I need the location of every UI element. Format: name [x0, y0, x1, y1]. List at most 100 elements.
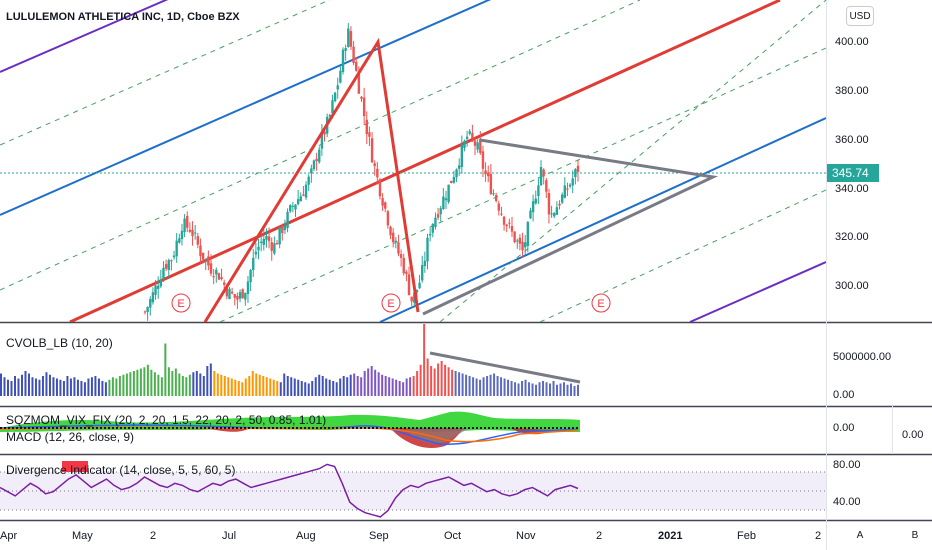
candle-body: [460, 144, 464, 167]
momentum-pane: [0, 411, 580, 448]
price-tick-label: 320.00: [835, 231, 869, 243]
candle-body: [333, 92, 337, 102]
candle-body: [397, 242, 400, 254]
candle-body: [349, 31, 353, 47]
candle: [484, 162, 487, 182]
candle: [378, 178, 382, 200]
candle: [399, 249, 403, 267]
candle-body: [391, 232, 395, 243]
volume-bar: [465, 374, 468, 396]
time-tick-label: Nov: [516, 530, 536, 542]
volume-bar: [419, 364, 422, 396]
candle: [410, 296, 413, 306]
candle: [442, 188, 445, 210]
volume-bar: [262, 376, 265, 396]
earnings-marker[interactable]: E: [381, 293, 401, 313]
volume-bar: [468, 376, 471, 396]
candle-body: [560, 194, 564, 203]
volume-bar: [76, 379, 79, 396]
candle-body: [341, 49, 345, 72]
volume-bar: [521, 381, 524, 396]
volume-bar: [514, 382, 517, 396]
volume-bar: [297, 379, 300, 396]
volume-bar: [55, 378, 58, 396]
volume-bar: [230, 378, 233, 396]
candle-body: [167, 260, 170, 270]
earnings-marker[interactable]: E: [591, 293, 611, 313]
volume-bar: [566, 384, 569, 396]
volume-bar: [391, 378, 394, 396]
volume-bar: [202, 376, 205, 396]
candle: [207, 250, 210, 271]
volume-bar: [265, 377, 268, 396]
volume-bar: [353, 373, 356, 396]
price-axis[interactable]: 400.00 380.00 360.00 340.00 320.00 300.0…: [827, 36, 879, 292]
candle-body: [267, 236, 271, 242]
candle: [568, 183, 572, 189]
candle-body: [497, 203, 500, 211]
channel-blue-upper: [0, 0, 492, 216]
candle-body: [302, 194, 305, 196]
volume-bar: [563, 382, 566, 396]
time-axis[interactable]: Apr May 2 Jul Aug Sep Oct Nov 2 2021 Feb…: [0, 530, 821, 542]
log-scale-button[interactable]: B: [911, 529, 919, 541]
volume-bar: [412, 376, 415, 396]
volume-bar: [559, 383, 562, 396]
volume-bar: [3, 377, 6, 396]
volume-bar: [125, 373, 128, 396]
volume-bar: [87, 378, 90, 396]
volume-bar: [304, 382, 307, 396]
candle-body: [275, 243, 279, 245]
candle: [291, 201, 295, 213]
volume-bar: [370, 366, 373, 396]
candle: [555, 201, 559, 215]
candle-body: [553, 213, 556, 217]
momentum-right-value: 0.00: [902, 429, 923, 441]
volume-bar: [167, 367, 170, 396]
candle-body: [534, 198, 537, 204]
candle-body: [423, 260, 427, 266]
channel-dashed: [219, 47, 826, 322]
candle: [265, 228, 268, 248]
time-tick-label: Feb: [737, 530, 756, 542]
time-tick-label: 2021: [658, 530, 682, 542]
time-tick-label: Sep: [369, 530, 389, 542]
volume-bar: [349, 374, 352, 396]
candle: [539, 160, 543, 186]
candle: [344, 44, 347, 61]
candle-body: [164, 264, 168, 269]
candle-body: [389, 226, 392, 236]
candle: [212, 269, 215, 285]
candle: [186, 211, 189, 233]
candle: [571, 170, 574, 194]
currency-button[interactable]: USD: [846, 6, 874, 26]
candle-body: [489, 174, 493, 194]
auto-scale-button[interactable]: A: [856, 529, 864, 541]
candle: [405, 269, 408, 282]
candle-body: [566, 188, 569, 190]
volume-bar: [146, 364, 149, 396]
volume-bar: [111, 377, 114, 396]
candle: [534, 190, 537, 205]
candle-body: [471, 132, 474, 139]
triangle-pattern: [422, 138, 719, 316]
volume-bar: [283, 373, 286, 396]
candle-body: [254, 251, 258, 255]
volume-bar: [62, 381, 65, 396]
volume-tick-label: 0.00: [833, 389, 854, 401]
candle: [312, 159, 316, 172]
candle-body: [307, 176, 310, 185]
volume-bar: [500, 377, 503, 396]
candle: [423, 251, 427, 273]
volume-bar: [286, 376, 289, 396]
candle-body: [508, 222, 511, 224]
volume-trendline: [429, 351, 581, 384]
candle: [431, 223, 434, 238]
volume-bar: [444, 364, 447, 396]
earnings-marker[interactable]: E: [171, 293, 191, 313]
volume-bar: [13, 376, 16, 396]
candle-body: [494, 195, 498, 201]
volume-bar: [171, 371, 174, 396]
volume-bar: [507, 379, 510, 396]
